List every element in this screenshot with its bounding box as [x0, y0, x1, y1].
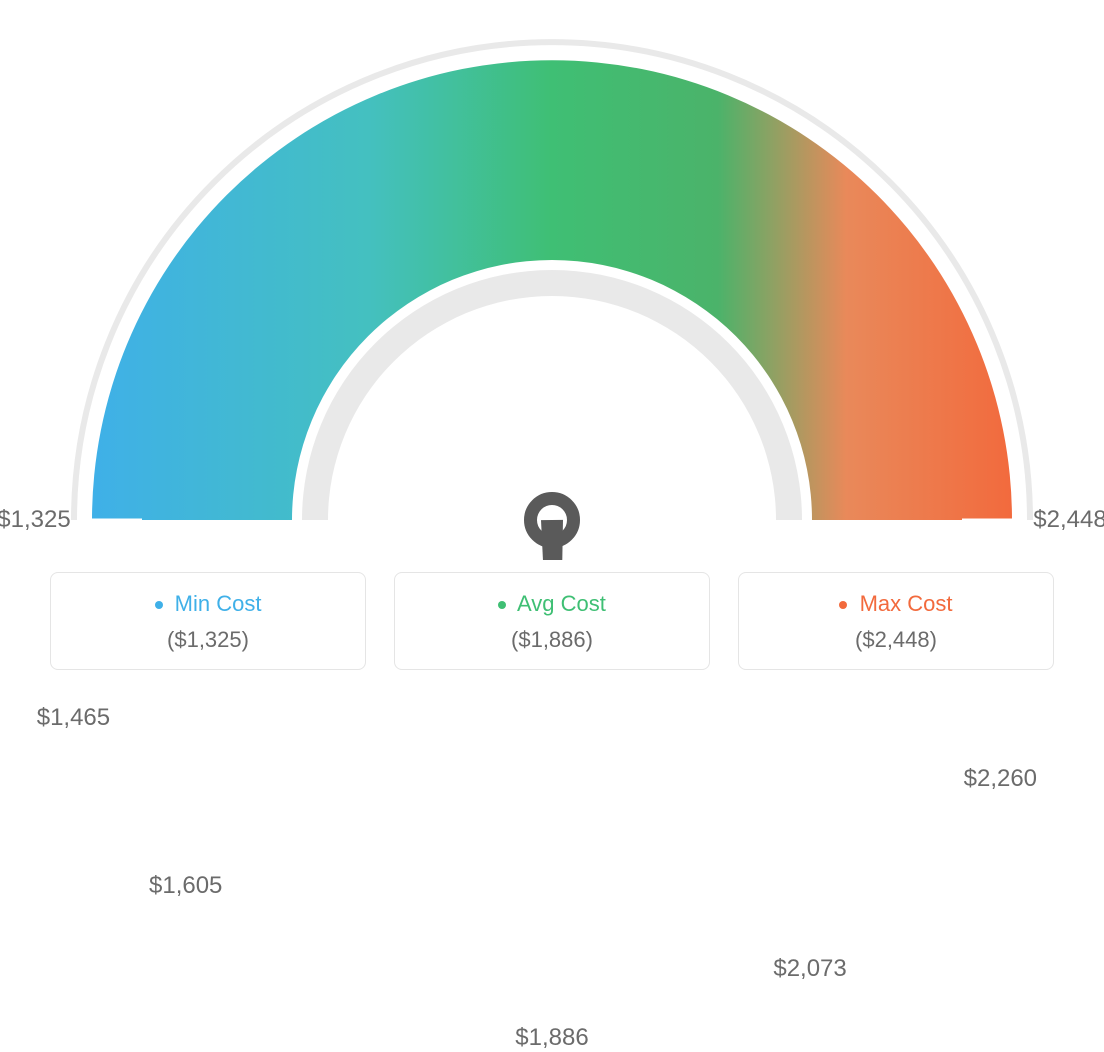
- legend-label-avg: Avg Cost: [517, 591, 606, 616]
- tick-label: $2,448: [1033, 506, 1104, 534]
- legend-title-avg: Avg Cost: [405, 591, 699, 617]
- legend-card-avg: Avg Cost ($1,886): [394, 572, 710, 670]
- legend-title-min: Min Cost: [61, 591, 355, 617]
- tick-label: $1,465: [37, 704, 110, 732]
- tick-label: $2,073: [773, 955, 846, 983]
- legend-value-min: ($1,325): [61, 627, 355, 653]
- gauge-svg: [0, 0, 1104, 560]
- legend-label-max: Max Cost: [860, 591, 953, 616]
- legend-row: Min Cost ($1,325) Avg Cost ($1,886) Max …: [50, 572, 1054, 670]
- legend-title-max: Max Cost: [749, 591, 1043, 617]
- legend-card-min: Min Cost ($1,325): [50, 572, 366, 670]
- legend-dot-avg: [498, 601, 506, 609]
- legend-dot-max: [839, 601, 847, 609]
- legend-value-avg: ($1,886): [405, 627, 699, 653]
- tick-label: $1,886: [515, 1024, 588, 1052]
- chart-container: $1,325$1,465$1,605$1,886$2,073$2,260$2,4…: [0, 0, 1104, 690]
- legend-dot-min: [155, 601, 163, 609]
- legend-value-max: ($2,448): [749, 627, 1043, 653]
- tick-label: $1,325: [0, 506, 71, 534]
- legend-label-min: Min Cost: [175, 591, 262, 616]
- gauge-chart: $1,325$1,465$1,605$1,886$2,073$2,260$2,4…: [0, 0, 1104, 560]
- tick-label: $2,260: [964, 765, 1037, 793]
- legend-card-max: Max Cost ($2,448): [738, 572, 1054, 670]
- tick-label: $1,605: [149, 872, 222, 900]
